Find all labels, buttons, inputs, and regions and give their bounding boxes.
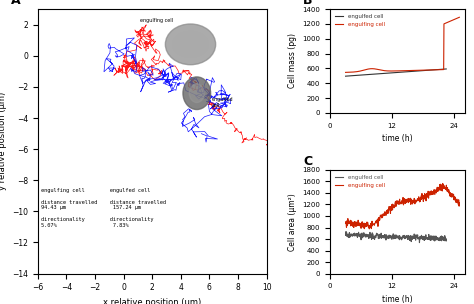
Legend: engulfed cell, engulfing cell: engulfed cell, engulfing cell xyxy=(333,12,387,29)
Text: C: C xyxy=(303,155,312,168)
Y-axis label: Cell area (μm²): Cell area (μm²) xyxy=(288,193,297,250)
Y-axis label: y relative position (μm): y relative position (μm) xyxy=(0,92,7,191)
Text: A: A xyxy=(10,0,20,7)
Text: B: B xyxy=(303,0,313,7)
Y-axis label: Cell mass (pg): Cell mass (pg) xyxy=(288,33,297,88)
X-axis label: time (h): time (h) xyxy=(382,134,412,143)
X-axis label: time (h): time (h) xyxy=(382,295,412,304)
Text: engulfing cell        engulfed cell

distance travelled    distance travelled
94: engulfing cell engulfed cell distance tr… xyxy=(41,188,166,228)
Legend: engulfed cell, engulfing cell: engulfed cell, engulfing cell xyxy=(333,173,387,190)
X-axis label: x relative position (μm): x relative position (μm) xyxy=(103,298,201,304)
